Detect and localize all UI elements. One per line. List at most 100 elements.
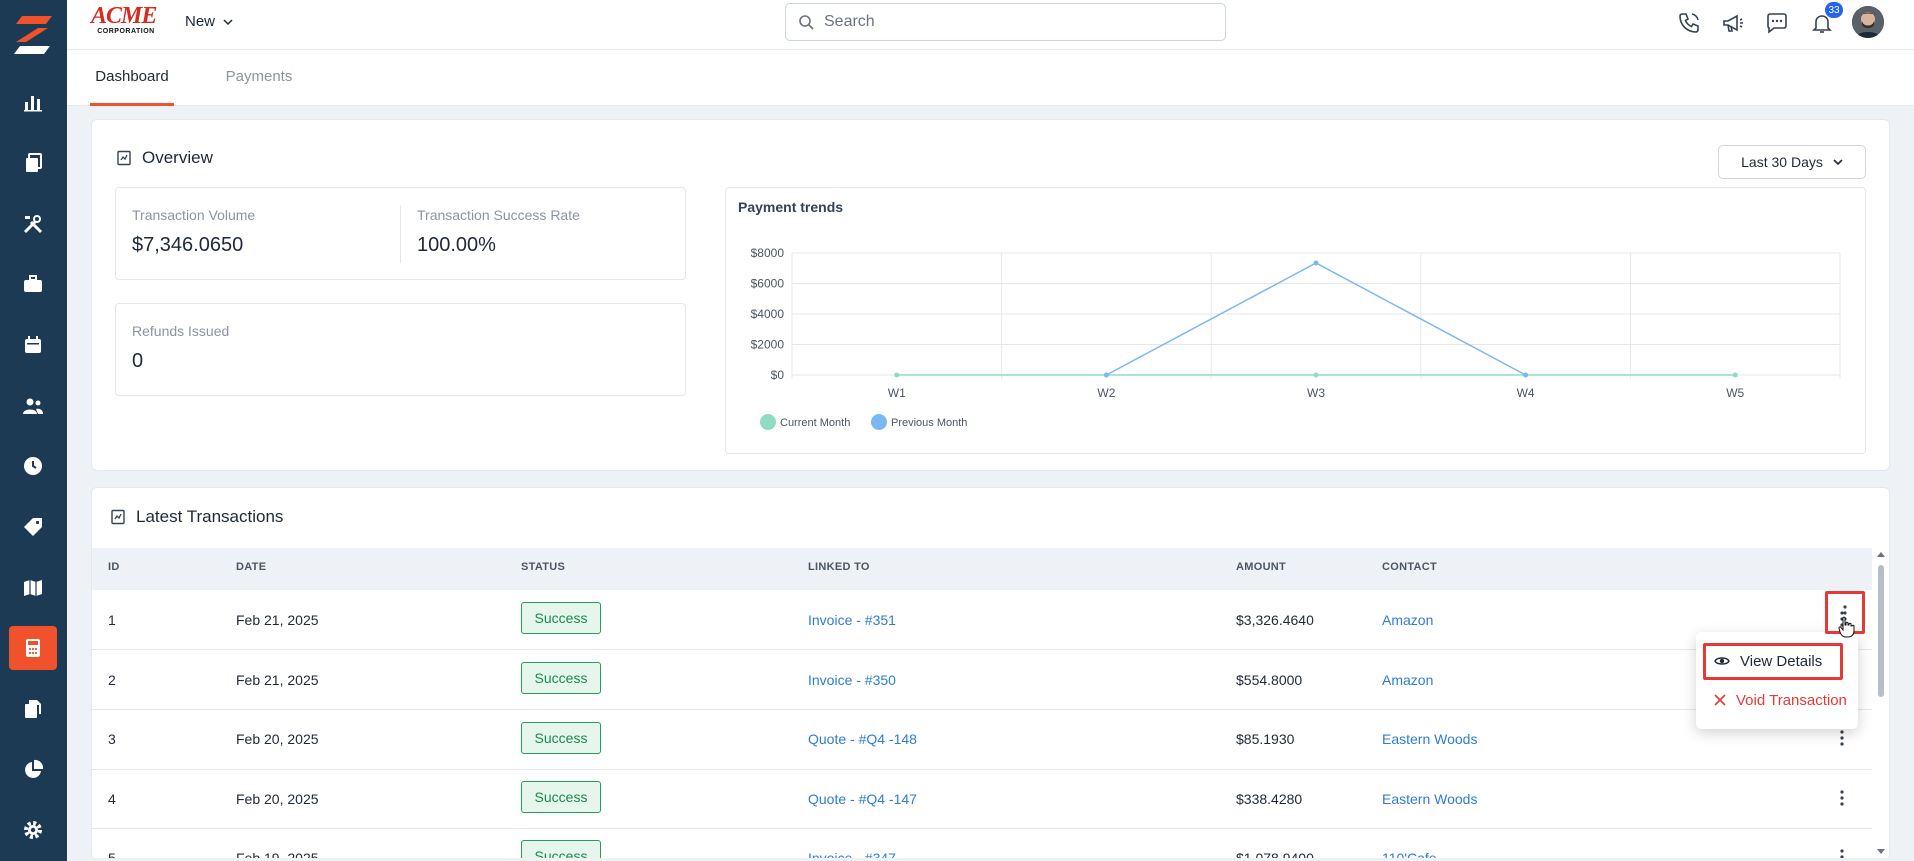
row-id: 1 [108,612,116,628]
sidebar-item-pricing[interactable] [9,505,57,549]
status-badge: Success [521,722,601,754]
sidebar-item-reports[interactable] [9,748,57,792]
chart-y-tick-label: $0 [771,368,785,382]
table-row[interactable] [92,710,1872,770]
row-actions-button[interactable] [1830,786,1854,810]
transaction-volume-label: Transaction Volume [132,207,256,223]
table-row[interactable] [92,650,1872,710]
more-vertical-icon [1840,849,1844,859]
bell-icon[interactable]: 33 [1808,2,1843,37]
contact-link[interactable]: Amazon [1382,672,1434,688]
row-amount: $85.1930 [1236,731,1295,747]
sidebar-item-tools[interactable] [9,202,57,246]
sidebar-item-documents[interactable] [9,141,57,185]
refunds-value: 0 [132,350,144,372]
tag-icon [24,518,42,536]
row-actions-menu: View Details Void Transaction [1696,632,1858,729]
date-range-select[interactable]: Last 30 Days [1718,145,1866,179]
linked-document-link[interactable]: Quote - #Q4 -148 [808,731,917,747]
row-id: 4 [108,791,116,807]
scrollbar-thumb[interactable] [1878,565,1884,697]
more-vertical-icon [1840,790,1844,806]
brand-logo[interactable]: ACME CORPORATION [91,4,163,38]
search-icon [799,15,814,30]
tab-dashboard[interactable]: Dashboard [90,68,174,106]
column-header-id[interactable]: ID [108,561,120,573]
payment-trends-chart: $8000 $6000 $4000 $2000 $0 W1 W2 W3 W4 W5 Current … [751,246,1841,430]
sidebar-item-files[interactable] [9,687,57,731]
report-icon [117,150,131,166]
status-badge: Success [521,602,601,634]
sidebar-item-settings[interactable] [9,808,57,852]
sidebar-item-time[interactable] [9,444,57,488]
new-button[interactable]: New [185,13,233,30]
chart-legend-marker [760,414,776,430]
chart-data-point [1103,372,1109,378]
gear-icon [24,821,42,839]
chart-x-tick-label: W1 [888,386,906,400]
column-header-contact[interactable]: CONTACT [1382,561,1438,573]
chart-x-tick-label: W5 [1726,386,1744,400]
avatar[interactable] [1852,6,1884,38]
pie-chart-icon [25,759,44,778]
row-id: 2 [108,672,116,688]
view-details-menu-item[interactable]: View Details [1706,644,1848,678]
row-id: 3 [108,731,116,747]
chart-title: Payment trends [738,199,844,215]
table-row[interactable] [92,769,1872,829]
linked-document-link[interactable]: Quote - #Q4 -147 [808,791,917,807]
sidebar-item-contacts[interactable] [9,384,57,428]
briefcase-icon [24,275,42,292]
column-header-linked-to[interactable]: LINKED TO [808,561,870,573]
chart-data-point [1523,372,1529,378]
transactions-title: Latest Transactions [110,507,283,527]
success-rate-label: Transaction Success Rate [417,207,580,223]
linked-document-link[interactable]: Invoice - #347 [808,850,896,861]
chart-legend-label: Current Month [780,417,850,429]
search-bar[interactable] [785,3,1226,41]
phone-icon[interactable] [1675,9,1703,37]
tab-payments[interactable]: Payments [225,68,293,85]
search-input[interactable] [824,13,1204,31]
brand-name: ACME [91,3,157,29]
row-date: Feb 20, 2025 [236,791,319,807]
contact-link[interactable]: Eastern Woods [1382,731,1478,747]
column-header-date[interactable]: DATE [236,561,267,573]
chart-y-tick-label: $2000 [751,338,785,352]
sidebar-item-payments[interactable] [9,626,57,670]
scrollbar[interactable] [1876,551,1886,857]
sidebar-item-analytics[interactable] [9,80,57,124]
table-row[interactable] [92,590,1872,650]
date-range-label: Last 30 Days [1741,154,1823,170]
payment-trends-chart-box [725,187,1866,454]
chart-x-tick-label: W3 [1307,386,1325,400]
refunds-label: Refunds Issued [132,323,230,339]
linked-document-link[interactable]: Invoice - #350 [808,672,896,688]
refunds-stats-box [115,303,686,396]
table-row[interactable] [92,829,1872,861]
row-actions-button[interactable] [1830,726,1854,750]
chart-data-point [894,372,900,378]
chart-legend-label: Previous Month [891,417,967,429]
contact-link[interactable]: Eastern Woods [1382,791,1478,807]
contact-link[interactable]: Amazon [1382,612,1434,628]
void-transaction-menu-item[interactable]: Void Transaction [1706,683,1848,717]
sidebar-item-map[interactable] [9,566,57,610]
row-actions-button[interactable] [1830,845,1854,861]
sidebar-item-calendar[interactable] [9,323,57,367]
hand-cursor-icon [1838,616,1855,638]
chat-icon[interactable] [1763,9,1791,37]
column-header-amount[interactable]: AMOUNT [1236,561,1287,573]
chart-y-tick-label: $8000 [751,246,785,260]
page-edge [91,858,1890,861]
linked-document-link[interactable]: Invoice - #351 [808,612,896,628]
chart-legend-marker [871,414,887,430]
row-date: Feb 19, 2025 [236,850,319,861]
files-icon [25,700,41,718]
column-header-status[interactable]: STATUS [521,561,566,573]
contact-link[interactable]: 110'Cafe [1382,850,1437,861]
megaphone-icon[interactable] [1719,9,1747,37]
notification-count-badge: 33 [1825,2,1843,18]
app-logo-icon[interactable] [8,12,58,56]
sidebar-item-jobs[interactable] [9,262,57,306]
